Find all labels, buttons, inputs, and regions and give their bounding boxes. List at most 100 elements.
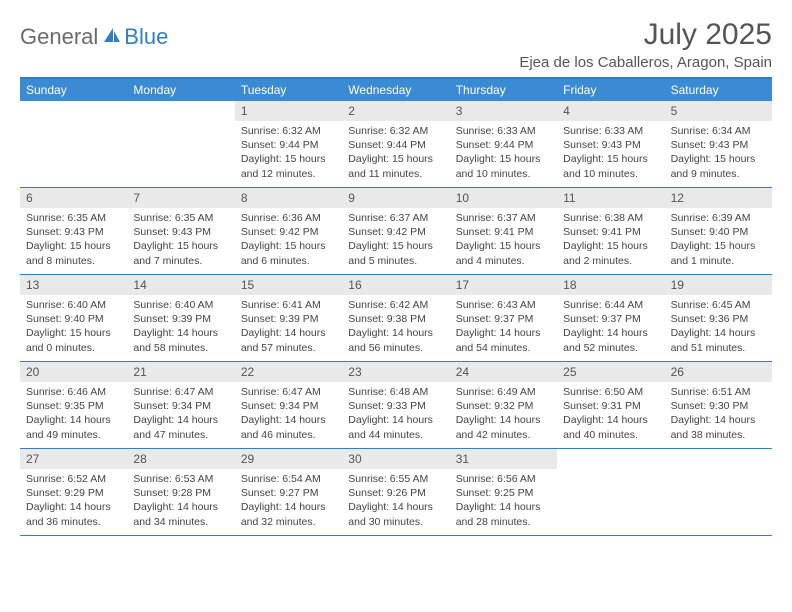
logo-text-blue: Blue bbox=[124, 24, 168, 50]
week-row: 27Sunrise: 6:52 AMSunset: 9:29 PMDayligh… bbox=[20, 449, 772, 536]
day-cell: 11Sunrise: 6:38 AMSunset: 9:41 PMDayligh… bbox=[557, 188, 664, 274]
day-details: Sunrise: 6:39 AMSunset: 9:40 PMDaylight:… bbox=[665, 208, 772, 272]
day-cell: 3Sunrise: 6:33 AMSunset: 9:44 PMDaylight… bbox=[450, 101, 557, 187]
day-cell: 29Sunrise: 6:54 AMSunset: 9:27 PMDayligh… bbox=[235, 449, 342, 535]
day-cell: 5Sunrise: 6:34 AMSunset: 9:43 PMDaylight… bbox=[665, 101, 772, 187]
day-cell: 1Sunrise: 6:32 AMSunset: 9:44 PMDaylight… bbox=[235, 101, 342, 187]
day-number: 1 bbox=[235, 101, 342, 121]
day-cell: 23Sunrise: 6:48 AMSunset: 9:33 PMDayligh… bbox=[342, 362, 449, 448]
day-number: 9 bbox=[342, 188, 449, 208]
day-number: 12 bbox=[665, 188, 772, 208]
day-number: 21 bbox=[127, 362, 234, 382]
day-cell: 2Sunrise: 6:32 AMSunset: 9:44 PMDaylight… bbox=[342, 101, 449, 187]
logo-sail-icon bbox=[102, 26, 122, 49]
logo-text-general: General bbox=[20, 24, 98, 50]
day-cell: 20Sunrise: 6:46 AMSunset: 9:35 PMDayligh… bbox=[20, 362, 127, 448]
day-number: 5 bbox=[665, 101, 772, 121]
day-details: Sunrise: 6:46 AMSunset: 9:35 PMDaylight:… bbox=[20, 382, 127, 446]
day-cell: 27Sunrise: 6:52 AMSunset: 9:29 PMDayligh… bbox=[20, 449, 127, 535]
day-details: Sunrise: 6:40 AMSunset: 9:40 PMDaylight:… bbox=[20, 295, 127, 359]
day-number: 20 bbox=[20, 362, 127, 382]
day-cell: 4Sunrise: 6:33 AMSunset: 9:43 PMDaylight… bbox=[557, 101, 664, 187]
day-cell: 21Sunrise: 6:47 AMSunset: 9:34 PMDayligh… bbox=[127, 362, 234, 448]
day-cell: 17Sunrise: 6:43 AMSunset: 9:37 PMDayligh… bbox=[450, 275, 557, 361]
day-header-cell: Wednesday bbox=[342, 79, 449, 101]
day-details: Sunrise: 6:37 AMSunset: 9:42 PMDaylight:… bbox=[342, 208, 449, 272]
day-number: 29 bbox=[235, 449, 342, 469]
day-details: Sunrise: 6:41 AMSunset: 9:39 PMDaylight:… bbox=[235, 295, 342, 359]
day-number: 17 bbox=[450, 275, 557, 295]
day-details: Sunrise: 6:32 AMSunset: 9:44 PMDaylight:… bbox=[342, 121, 449, 185]
day-details: Sunrise: 6:35 AMSunset: 9:43 PMDaylight:… bbox=[20, 208, 127, 272]
day-details: Sunrise: 6:43 AMSunset: 9:37 PMDaylight:… bbox=[450, 295, 557, 359]
day-header-cell: Friday bbox=[557, 79, 664, 101]
day-number: 2 bbox=[342, 101, 449, 121]
week-row: 20Sunrise: 6:46 AMSunset: 9:35 PMDayligh… bbox=[20, 362, 772, 449]
day-header-cell: Tuesday bbox=[235, 79, 342, 101]
day-cell: 14Sunrise: 6:40 AMSunset: 9:39 PMDayligh… bbox=[127, 275, 234, 361]
day-number: 4 bbox=[557, 101, 664, 121]
day-details: Sunrise: 6:45 AMSunset: 9:36 PMDaylight:… bbox=[665, 295, 772, 359]
day-details: Sunrise: 6:49 AMSunset: 9:32 PMDaylight:… bbox=[450, 382, 557, 446]
day-details: Sunrise: 6:40 AMSunset: 9:39 PMDaylight:… bbox=[127, 295, 234, 359]
header: General Blue July 2025 Ejea de los Cabal… bbox=[20, 18, 772, 71]
day-header-cell: Saturday bbox=[665, 79, 772, 101]
day-details: Sunrise: 6:44 AMSunset: 9:37 PMDaylight:… bbox=[557, 295, 664, 359]
day-details: Sunrise: 6:47 AMSunset: 9:34 PMDaylight:… bbox=[127, 382, 234, 446]
day-cell: 30Sunrise: 6:55 AMSunset: 9:26 PMDayligh… bbox=[342, 449, 449, 535]
day-cell bbox=[557, 449, 664, 535]
day-number: 23 bbox=[342, 362, 449, 382]
day-number: 16 bbox=[342, 275, 449, 295]
day-header-cell: Thursday bbox=[450, 79, 557, 101]
day-details: Sunrise: 6:48 AMSunset: 9:33 PMDaylight:… bbox=[342, 382, 449, 446]
day-details: Sunrise: 6:50 AMSunset: 9:31 PMDaylight:… bbox=[557, 382, 664, 446]
week-row: 6Sunrise: 6:35 AMSunset: 9:43 PMDaylight… bbox=[20, 188, 772, 275]
day-details: Sunrise: 6:42 AMSunset: 9:38 PMDaylight:… bbox=[342, 295, 449, 359]
day-cell: 18Sunrise: 6:44 AMSunset: 9:37 PMDayligh… bbox=[557, 275, 664, 361]
day-number: 3 bbox=[450, 101, 557, 121]
day-cell: 16Sunrise: 6:42 AMSunset: 9:38 PMDayligh… bbox=[342, 275, 449, 361]
day-number: 15 bbox=[235, 275, 342, 295]
day-number: 27 bbox=[20, 449, 127, 469]
day-details: Sunrise: 6:52 AMSunset: 9:29 PMDaylight:… bbox=[20, 469, 127, 533]
logo: General Blue bbox=[20, 18, 168, 50]
title-block: July 2025 Ejea de los Caballeros, Aragon… bbox=[519, 18, 772, 71]
day-cell bbox=[127, 101, 234, 187]
day-number: 7 bbox=[127, 188, 234, 208]
day-details: Sunrise: 6:32 AMSunset: 9:44 PMDaylight:… bbox=[235, 121, 342, 185]
week-row: 1Sunrise: 6:32 AMSunset: 9:44 PMDaylight… bbox=[20, 101, 772, 188]
day-number: 14 bbox=[127, 275, 234, 295]
day-header-cell: Sunday bbox=[20, 79, 127, 101]
day-details: Sunrise: 6:51 AMSunset: 9:30 PMDaylight:… bbox=[665, 382, 772, 446]
day-details: Sunrise: 6:55 AMSunset: 9:26 PMDaylight:… bbox=[342, 469, 449, 533]
day-number: 8 bbox=[235, 188, 342, 208]
day-header-row: SundayMondayTuesdayWednesdayThursdayFrid… bbox=[20, 79, 772, 101]
day-cell bbox=[20, 101, 127, 187]
day-cell: 22Sunrise: 6:47 AMSunset: 9:34 PMDayligh… bbox=[235, 362, 342, 448]
day-cell: 13Sunrise: 6:40 AMSunset: 9:40 PMDayligh… bbox=[20, 275, 127, 361]
day-cell: 6Sunrise: 6:35 AMSunset: 9:43 PMDaylight… bbox=[20, 188, 127, 274]
day-number: 22 bbox=[235, 362, 342, 382]
day-cell: 25Sunrise: 6:50 AMSunset: 9:31 PMDayligh… bbox=[557, 362, 664, 448]
day-number: 13 bbox=[20, 275, 127, 295]
day-details: Sunrise: 6:33 AMSunset: 9:44 PMDaylight:… bbox=[450, 121, 557, 185]
day-cell: 9Sunrise: 6:37 AMSunset: 9:42 PMDaylight… bbox=[342, 188, 449, 274]
calendar: SundayMondayTuesdayWednesdayThursdayFrid… bbox=[20, 77, 772, 536]
day-number: 31 bbox=[450, 449, 557, 469]
location: Ejea de los Caballeros, Aragon, Spain bbox=[519, 54, 772, 71]
day-details: Sunrise: 6:47 AMSunset: 9:34 PMDaylight:… bbox=[235, 382, 342, 446]
day-details: Sunrise: 6:36 AMSunset: 9:42 PMDaylight:… bbox=[235, 208, 342, 272]
day-details: Sunrise: 6:33 AMSunset: 9:43 PMDaylight:… bbox=[557, 121, 664, 185]
week-row: 13Sunrise: 6:40 AMSunset: 9:40 PMDayligh… bbox=[20, 275, 772, 362]
day-number: 25 bbox=[557, 362, 664, 382]
day-number: 30 bbox=[342, 449, 449, 469]
day-details: Sunrise: 6:38 AMSunset: 9:41 PMDaylight:… bbox=[557, 208, 664, 272]
day-details: Sunrise: 6:56 AMSunset: 9:25 PMDaylight:… bbox=[450, 469, 557, 533]
day-details: Sunrise: 6:34 AMSunset: 9:43 PMDaylight:… bbox=[665, 121, 772, 185]
day-cell: 8Sunrise: 6:36 AMSunset: 9:42 PMDaylight… bbox=[235, 188, 342, 274]
day-number: 11 bbox=[557, 188, 664, 208]
day-number: 26 bbox=[665, 362, 772, 382]
day-cell: 7Sunrise: 6:35 AMSunset: 9:43 PMDaylight… bbox=[127, 188, 234, 274]
month-title: July 2025 bbox=[519, 18, 772, 52]
day-number: 19 bbox=[665, 275, 772, 295]
